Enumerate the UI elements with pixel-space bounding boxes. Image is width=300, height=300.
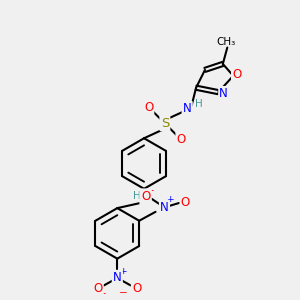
Text: −: − <box>98 289 106 299</box>
Text: O: O <box>177 133 186 146</box>
Text: −: − <box>146 186 154 196</box>
Text: H: H <box>133 191 140 201</box>
Text: O: O <box>141 190 151 202</box>
Text: H: H <box>195 99 203 109</box>
Text: O: O <box>93 282 103 295</box>
Text: O: O <box>144 101 153 114</box>
Text: O: O <box>232 68 242 81</box>
Text: −: − <box>119 288 128 298</box>
Text: N: N <box>113 272 122 284</box>
Text: O: O <box>181 196 190 208</box>
Text: N: N <box>219 87 228 100</box>
Text: CH₃: CH₃ <box>217 37 236 46</box>
Text: N: N <box>183 102 191 115</box>
Text: N: N <box>141 191 149 204</box>
Text: N: N <box>160 201 169 214</box>
Text: S: S <box>161 117 169 130</box>
Text: +: + <box>166 194 174 203</box>
Text: +: + <box>119 267 126 276</box>
Text: O: O <box>132 282 141 295</box>
